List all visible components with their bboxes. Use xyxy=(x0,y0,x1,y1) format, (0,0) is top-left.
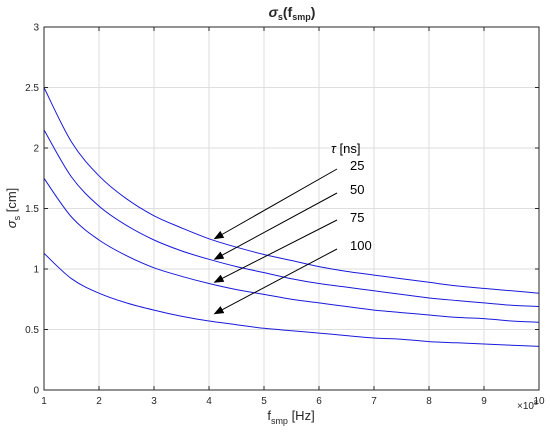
annotation-arrow-50 xyxy=(213,192,338,260)
series-group xyxy=(43,87,540,347)
annotations: 25 50 75 100 xyxy=(213,158,372,315)
x-multiplier: ×108 xyxy=(517,400,538,412)
annotation-arrow-25 xyxy=(213,168,338,240)
tau-legend-title: τ [ns] xyxy=(331,141,360,156)
y-tick-label: 1 xyxy=(33,265,39,276)
chart-title: σs(fsmp) xyxy=(269,4,316,22)
annotation-label-25: 25 xyxy=(350,158,364,173)
series-line-tau-75 xyxy=(43,178,540,323)
x-tick-label: 6 xyxy=(316,396,322,407)
y-tick-label: 3 xyxy=(33,23,39,34)
series-line-tau-50 xyxy=(43,129,540,307)
x-tick-label: 2 xyxy=(96,396,102,407)
x-axis-label: fsmp [Hz] xyxy=(267,408,314,426)
x-tick-label: 4 xyxy=(206,396,212,407)
x-tick-label: 3 xyxy=(151,396,157,407)
x-tick-label: 7 xyxy=(371,396,377,407)
annotation-label-75: 75 xyxy=(350,210,364,225)
series-line-tau-100 xyxy=(43,252,540,347)
x-tick-label: 10 xyxy=(533,396,545,407)
series-line-tau-25 xyxy=(43,87,540,294)
x-tick-label: 9 xyxy=(481,396,487,407)
y-tick-label: 0 xyxy=(33,386,39,397)
y-tick-label: 1.5 xyxy=(25,204,39,215)
y-tick-label: 2.5 xyxy=(25,83,39,94)
y-tick-label: 0.5 xyxy=(25,325,39,336)
annotation-arrow-100 xyxy=(213,248,338,315)
x-tick-label: 8 xyxy=(426,396,432,407)
y-tick-label: 2 xyxy=(33,144,39,155)
x-tick-label: 5 xyxy=(261,396,267,407)
x-tick-label: 1 xyxy=(41,396,47,407)
annotation-label-50: 50 xyxy=(350,182,364,197)
annotation-label-100: 100 xyxy=(350,238,372,253)
y-axis-label: σs [cm] xyxy=(4,188,22,229)
grid xyxy=(44,27,539,390)
annotation-arrow-75 xyxy=(213,219,338,283)
